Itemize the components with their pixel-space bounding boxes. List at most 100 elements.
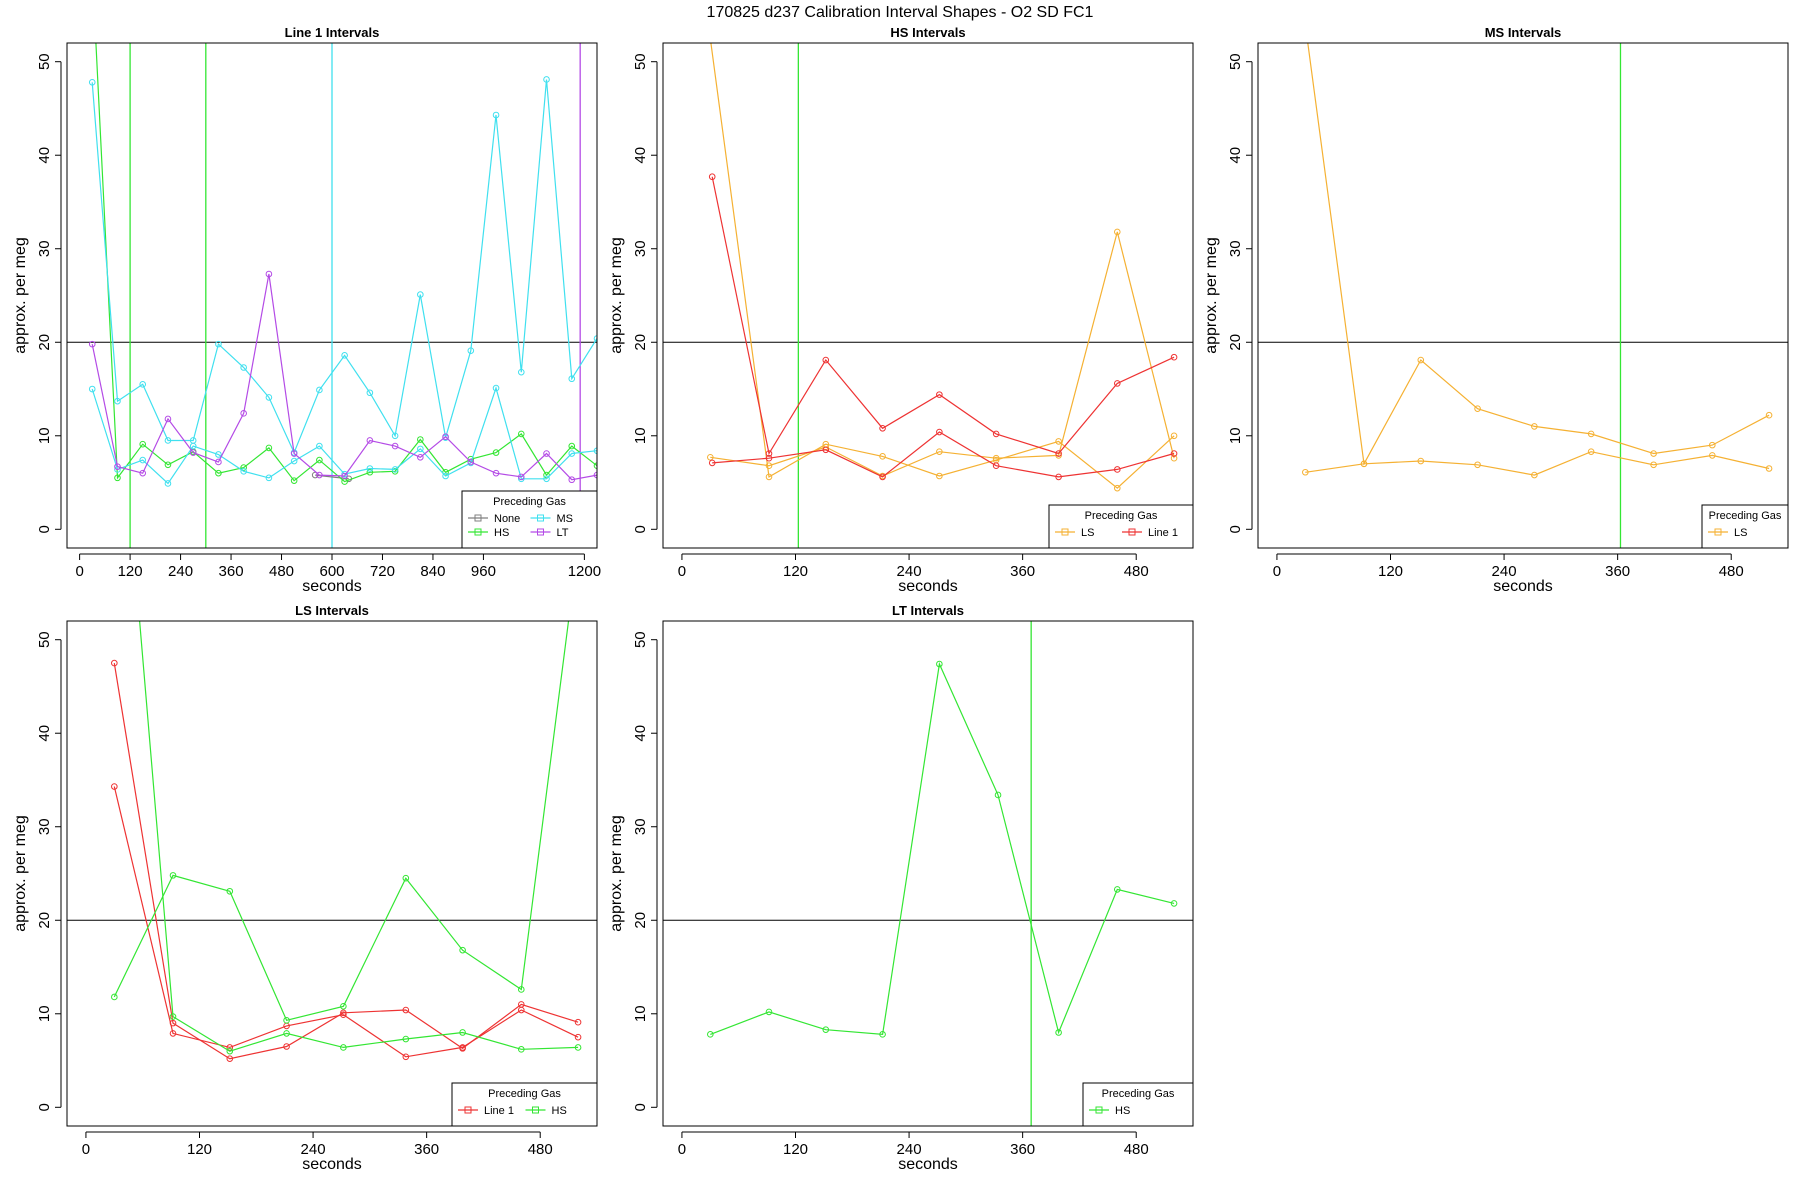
x-tick-label: 1200 xyxy=(568,563,601,580)
series-point-hs xyxy=(169,872,177,879)
x-axis-label: seconds xyxy=(302,1156,362,1173)
x-axis-label: seconds xyxy=(302,578,362,595)
series-point-hs xyxy=(593,462,597,470)
y-tick-label: 0 xyxy=(632,1103,649,1111)
panel-title: HS Intervals xyxy=(890,25,965,40)
series-point-ms xyxy=(492,111,500,119)
series-point-ls xyxy=(1055,438,1062,445)
legend-box xyxy=(451,1082,598,1127)
series-point-hs xyxy=(283,1017,290,1024)
series-point-line-1 xyxy=(402,1006,410,1014)
series-point-line-1 xyxy=(1113,466,1121,473)
legend-entry-label: LS xyxy=(1734,527,1747,539)
series-point-lt xyxy=(341,472,348,480)
series-point-hs xyxy=(1170,900,1178,907)
series-point-lt xyxy=(517,473,525,481)
series-point-line-1 xyxy=(708,459,716,467)
x-tick-label: 480 xyxy=(1124,1141,1149,1158)
series-point-ms xyxy=(164,437,172,444)
plot-box xyxy=(66,620,598,1127)
series-point-line-1 xyxy=(879,473,886,481)
series-point-ls xyxy=(1474,405,1481,412)
series-point-ls xyxy=(992,454,1000,462)
series-point-lt xyxy=(467,458,475,466)
series-point-lt xyxy=(189,449,197,456)
series-point-hs xyxy=(169,1013,177,1020)
series-point-ls xyxy=(1360,460,1368,468)
series-line-hs xyxy=(710,661,1175,1036)
series-point-ms xyxy=(517,475,525,483)
series-point-lt xyxy=(568,476,576,484)
legend-title: Preceding Gas xyxy=(488,1088,561,1100)
plot-box xyxy=(662,620,1194,1127)
plot-box xyxy=(66,42,598,549)
series-point-ms xyxy=(114,397,121,405)
series-point-line-1 xyxy=(574,1018,582,1026)
series-point-hs xyxy=(994,791,1002,799)
y-tick-label: 30 xyxy=(632,818,649,835)
series-point-lt xyxy=(316,471,323,479)
series-point-hs xyxy=(459,946,466,954)
series-point-hs xyxy=(391,468,399,475)
series-point-ms xyxy=(265,474,273,482)
series-point-line-1 xyxy=(936,391,943,398)
series-point-hs xyxy=(240,464,247,471)
y-tick-label: 20 xyxy=(36,334,53,351)
y-tick-label: 0 xyxy=(36,525,53,533)
legend-title: Preceding Gas xyxy=(493,496,566,508)
y-tick-label: 20 xyxy=(632,912,649,929)
legend-entry-label: Line 1 xyxy=(484,1105,514,1117)
series-point-hs xyxy=(111,993,118,1001)
series-line-lt xyxy=(91,273,597,481)
x-tick-label: 120 xyxy=(783,563,808,580)
series-point-ms xyxy=(290,457,298,465)
series-point-line-1 xyxy=(822,446,830,454)
legend-entry-label: MS xyxy=(557,513,574,525)
series-point-hs xyxy=(765,1008,773,1016)
series-point-ms xyxy=(391,432,399,440)
series-point-hs xyxy=(226,887,234,895)
series-point-ls xyxy=(1587,448,1595,455)
series-point-hs xyxy=(492,449,500,456)
legend-box xyxy=(1082,1082,1194,1127)
series-point-hs xyxy=(707,1031,714,1038)
series-point-line-1 xyxy=(992,430,1000,438)
panel-title: LS Intervals xyxy=(295,603,369,618)
x-tick-label: 0 xyxy=(1273,563,1281,580)
y-tick-label: 0 xyxy=(1227,525,1244,533)
series-point-ls xyxy=(1650,461,1657,469)
x-tick-label: 120 xyxy=(187,1141,212,1158)
series-point-ms xyxy=(139,456,147,464)
series-point-ls xyxy=(936,472,943,480)
series-point-line-1 xyxy=(765,450,773,457)
panel-title: Line 1 Intervals xyxy=(285,25,380,40)
series-point-hs xyxy=(568,442,576,450)
panel-lt-intervals: LT Intervals 0 120 240 360 480 seconds 0 10 20 30 4… xyxy=(608,603,1194,1173)
x-tick-label: 120 xyxy=(118,563,143,580)
series-point-ms xyxy=(240,364,247,371)
legend: Preceding Gas HS xyxy=(1082,1082,1194,1127)
series-point-ls xyxy=(1170,432,1178,440)
series-point-ms xyxy=(139,381,147,388)
legend: Preceding Gas LS Line 1 xyxy=(1048,504,1194,549)
series-point-lt xyxy=(88,340,96,348)
legend-swatch-marker xyxy=(1128,528,1136,536)
series-point-ls xyxy=(879,453,886,460)
series-point-hs xyxy=(366,468,374,476)
series-point-hs xyxy=(226,1047,234,1055)
series-point-ls xyxy=(1708,452,1716,459)
x-tick-label: 0 xyxy=(82,1141,90,1158)
x-tick-label: 600 xyxy=(319,563,344,580)
series-point-line-1 xyxy=(708,173,716,181)
y-axis-label: approx. per meg xyxy=(12,815,29,932)
legend-entry-label: HS xyxy=(494,527,509,539)
x-tick-label: 360 xyxy=(1010,563,1035,580)
x-tick-label: 0 xyxy=(678,1141,686,1158)
series-point-line-1 xyxy=(111,659,118,667)
x-axis-label: seconds xyxy=(898,1156,958,1173)
series-point-hs xyxy=(459,1029,466,1036)
x-tick-label: 240 xyxy=(897,1141,922,1158)
series-point-ms xyxy=(316,442,323,450)
series-point-ms xyxy=(442,472,449,480)
series-point-ms xyxy=(316,386,323,394)
